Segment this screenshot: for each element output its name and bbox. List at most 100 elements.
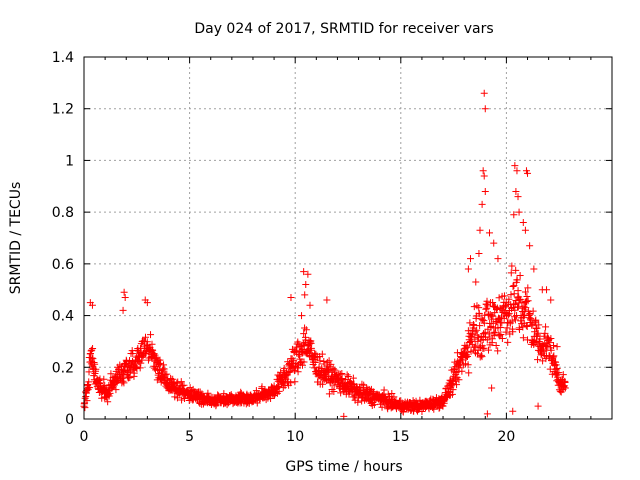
data-point xyxy=(90,359,98,367)
data-point xyxy=(458,367,466,375)
data-point xyxy=(330,388,338,396)
x-tick-label: 15 xyxy=(392,429,410,445)
data-point xyxy=(479,167,487,175)
data-point xyxy=(287,379,295,387)
data-point xyxy=(126,357,134,365)
data-point xyxy=(494,347,502,355)
data-point xyxy=(547,296,555,304)
data-point xyxy=(476,322,484,330)
data-point xyxy=(534,329,542,337)
data-point xyxy=(323,358,331,366)
data-point xyxy=(153,357,161,365)
data-points xyxy=(80,89,569,420)
data-point xyxy=(481,187,489,195)
data-point xyxy=(507,269,515,277)
data-point xyxy=(466,319,474,327)
data-point xyxy=(163,370,171,378)
data-point xyxy=(302,281,310,289)
y-tick-label: 1.2 xyxy=(52,102,74,118)
data-point xyxy=(509,328,517,336)
data-point xyxy=(130,369,138,377)
data-point xyxy=(358,380,366,388)
data-point xyxy=(533,331,541,339)
data-point xyxy=(160,361,168,369)
data-point xyxy=(147,331,155,339)
data-point xyxy=(370,401,378,409)
data-point xyxy=(513,167,521,175)
data-point xyxy=(83,397,91,405)
data-point xyxy=(300,358,308,366)
data-point xyxy=(480,344,488,352)
data-point xyxy=(133,365,141,373)
data-point xyxy=(550,352,558,360)
data-point xyxy=(481,105,489,113)
data-point xyxy=(329,365,337,373)
data-point xyxy=(536,335,544,343)
x-axis-label: GPS time / hours xyxy=(285,459,402,475)
data-point xyxy=(323,296,331,304)
data-point xyxy=(521,226,529,234)
data-point xyxy=(92,365,100,373)
data-point xyxy=(312,350,320,358)
data-point xyxy=(488,312,496,320)
data-point xyxy=(418,408,426,416)
data-point xyxy=(104,398,112,406)
data-point xyxy=(349,374,357,382)
data-point xyxy=(307,344,315,352)
data-point xyxy=(121,293,129,301)
y-tick-label: 0.8 xyxy=(52,205,74,221)
data-point xyxy=(537,351,545,359)
data-point xyxy=(515,208,523,216)
data-point xyxy=(464,361,472,369)
data-point xyxy=(300,330,308,338)
data-point xyxy=(489,312,497,320)
data-point xyxy=(483,410,491,418)
data-point xyxy=(119,377,127,385)
data-point xyxy=(477,351,485,359)
data-point xyxy=(524,169,532,177)
x-tick-label: 10 xyxy=(286,429,304,445)
data-point xyxy=(178,382,186,390)
data-point xyxy=(453,381,461,389)
y-tick-label: 0.6 xyxy=(52,257,74,273)
data-point xyxy=(516,296,524,304)
y-axis: 0 0.2 0.4 0.6 0.8 1 1.2 1.4 xyxy=(52,50,612,428)
data-point xyxy=(485,311,493,319)
data-point xyxy=(280,364,288,372)
data-point xyxy=(485,330,493,338)
data-point xyxy=(88,346,96,354)
data-point xyxy=(547,334,555,342)
data-point xyxy=(492,306,500,314)
data-point xyxy=(520,302,528,310)
data-point xyxy=(538,286,546,294)
data-point xyxy=(552,361,560,369)
data-point xyxy=(505,311,513,319)
data-point xyxy=(509,407,517,415)
data-point xyxy=(472,278,480,286)
data-point xyxy=(100,375,108,383)
x-tick-label: 0 xyxy=(80,429,89,445)
data-point xyxy=(128,357,136,365)
data-point xyxy=(512,187,520,195)
data-point xyxy=(550,341,558,349)
data-point xyxy=(523,293,531,301)
data-point xyxy=(497,331,505,339)
data-point xyxy=(480,89,488,97)
data-point xyxy=(509,283,517,291)
data-point xyxy=(534,356,542,364)
data-point xyxy=(559,371,567,379)
data-point xyxy=(490,239,498,247)
data-point xyxy=(455,376,463,384)
y-axis-label: SRMTID / TECUs xyxy=(8,182,24,295)
data-point xyxy=(318,350,326,358)
data-point xyxy=(510,301,518,309)
data-point xyxy=(344,373,352,381)
data-point xyxy=(508,262,516,270)
data-point xyxy=(502,328,510,336)
x-tick-label: 20 xyxy=(497,429,515,445)
data-point xyxy=(304,270,312,278)
data-point xyxy=(448,390,456,398)
data-point xyxy=(532,316,540,324)
